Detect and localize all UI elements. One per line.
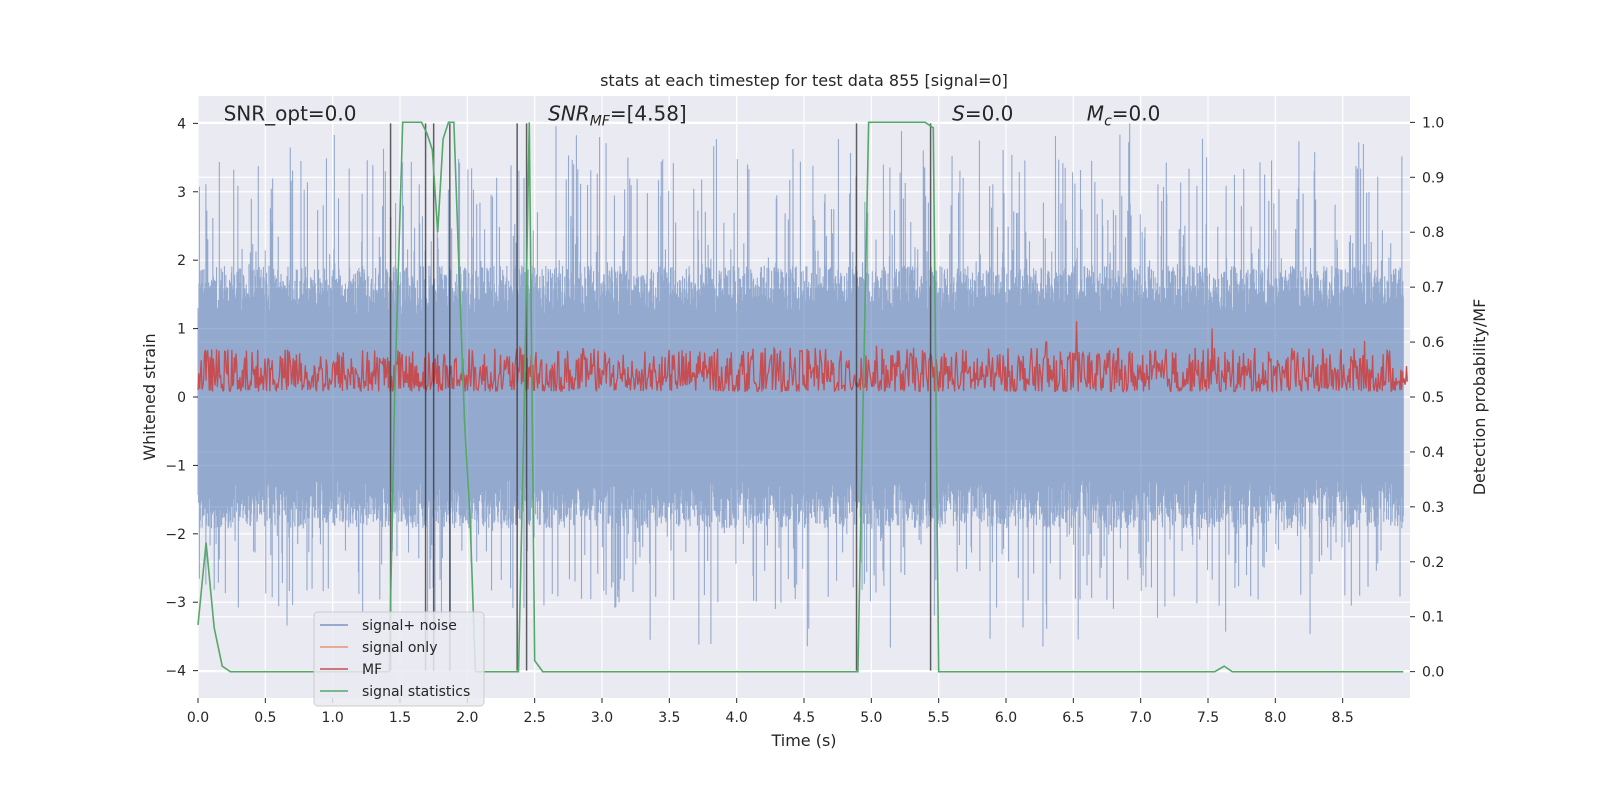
axis-ticks: 0.0 0.5 1.0 1.5 2.0 2.5 3.0 3.5 4.0 4.5 5.0 5.5 6.0 6…	[165, 115, 1444, 726]
y-tick-label-left: −4	[165, 664, 186, 680]
y-tick-label-left: 1	[177, 322, 186, 338]
vertical-markers	[389, 123, 932, 671]
y-tick-label-right: 0.9	[1422, 170, 1444, 186]
y-tick-label-right: 0.3	[1422, 500, 1444, 516]
annotation-3: Mc=0.0	[1087, 102, 1161, 130]
x-axis-label: Time (s)	[770, 731, 836, 750]
y-tick-label-right: 0.7	[1422, 280, 1444, 296]
y-tick-label-left: 2	[177, 253, 186, 269]
x-tick-label: 0.5	[254, 710, 276, 726]
x-tick-label: 6.0	[995, 710, 1017, 726]
annotation-2: S=0.0	[952, 102, 1013, 126]
y-tick-label-left: 3	[177, 185, 186, 201]
y-tick-label-left: 0	[177, 390, 186, 406]
y-tick-label-right: 0.5	[1422, 390, 1444, 406]
x-tick-label: 0.0	[187, 710, 209, 726]
annotation-1: SNRMF=[4.58]	[548, 102, 687, 130]
legend-box	[313, 611, 485, 707]
x-tick-label: 5.0	[860, 710, 882, 726]
x-tick-label: 7.0	[1130, 710, 1152, 726]
x-tick-label: 3.0	[591, 710, 613, 726]
y-tick-label-left: −3	[165, 595, 186, 611]
y-tick-label-right: 1.0	[1422, 115, 1444, 131]
annotations: SNR_opt=0.0 SNRMF=[4.58] S=0.0 Mc=0.0	[224, 102, 1161, 130]
y-tick-label-right: 0.4	[1422, 445, 1444, 461]
legend-label: signal+ noise	[362, 618, 457, 634]
x-tick-label: 8.5	[1332, 710, 1354, 726]
x-tick-label: 2.0	[456, 710, 478, 726]
x-tick-label: 5.5	[928, 710, 950, 726]
x-tick-label: 1.5	[389, 710, 411, 726]
y-tick-label-right: 0.6	[1422, 335, 1444, 351]
y-tick-label-right: 0.1	[1422, 610, 1444, 626]
series-mf	[197, 321, 1408, 394]
mf-trace	[197, 321, 1408, 394]
y-tick-label-right: 0.8	[1422, 225, 1444, 241]
annotation-0: SNR_opt=0.0	[224, 102, 357, 126]
x-tick-label: 1.0	[322, 710, 344, 726]
y-axis-label-right: Detection probability/MF	[1470, 299, 1489, 496]
legend: signal+ noise signal only MF signal statist…	[313, 611, 485, 707]
x-tick-label: 6.5	[1062, 710, 1084, 726]
x-tick-label: 4.0	[726, 710, 748, 726]
y-tick-label-right: 0.2	[1422, 555, 1444, 571]
x-tick-label: 4.5	[793, 710, 815, 726]
y-tick-label-left: 4	[177, 116, 186, 132]
y-tick-label-left: −1	[165, 458, 186, 474]
legend-label: MF	[362, 662, 382, 678]
y-tick-label-right: 0.0	[1422, 665, 1444, 681]
chart-title: stats at each timestep for test data 855…	[600, 71, 1008, 90]
x-tick-label: 8.0	[1264, 710, 1286, 726]
y-axis-label-left: Whitened strain	[140, 333, 159, 460]
x-tick-label: 7.5	[1197, 710, 1219, 726]
legend-label: signal statistics	[362, 684, 470, 700]
x-tick-label: 3.5	[658, 710, 680, 726]
x-tick-label: 2.5	[524, 710, 546, 726]
y-tick-label-left: −2	[165, 527, 186, 543]
legend-label: signal only	[362, 640, 437, 656]
